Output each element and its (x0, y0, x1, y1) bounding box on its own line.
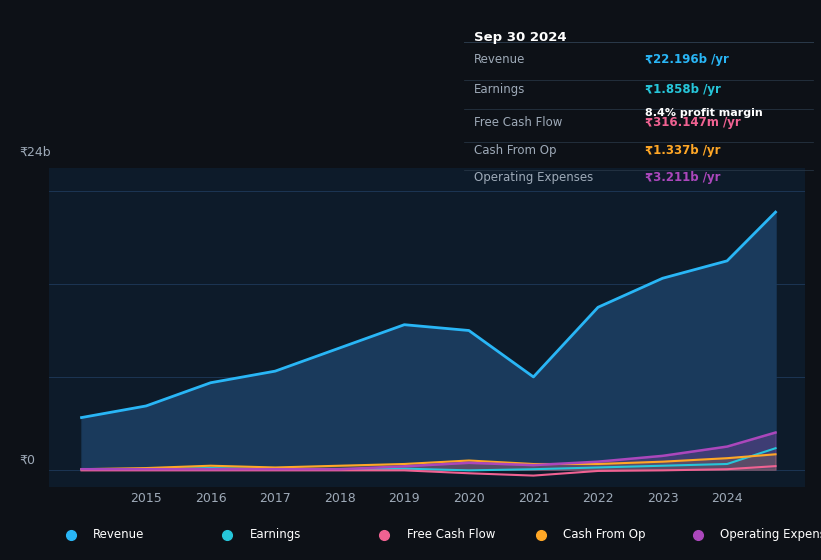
Text: Revenue: Revenue (94, 528, 144, 542)
Text: ₹0: ₹0 (19, 454, 35, 466)
Text: Earnings: Earnings (250, 528, 301, 542)
Text: Operating Expenses: Operating Expenses (475, 171, 594, 184)
Text: ₹22.196b /yr: ₹22.196b /yr (645, 53, 729, 67)
Text: ₹24b: ₹24b (19, 146, 51, 158)
Text: 8.4% profit margin: 8.4% profit margin (645, 108, 763, 118)
Text: ₹316.147m /yr: ₹316.147m /yr (645, 116, 741, 129)
Text: Free Cash Flow: Free Cash Flow (406, 528, 495, 542)
Text: ₹3.211b /yr: ₹3.211b /yr (645, 171, 721, 184)
Text: Cash From Op: Cash From Op (475, 143, 557, 157)
Text: Sep 30 2024: Sep 30 2024 (475, 31, 567, 44)
Text: ₹1.858b /yr: ₹1.858b /yr (645, 83, 721, 96)
Text: Operating Expenses: Operating Expenses (720, 528, 821, 542)
Text: Cash From Op: Cash From Op (563, 528, 646, 542)
Text: Revenue: Revenue (475, 53, 525, 67)
Text: Earnings: Earnings (475, 83, 525, 96)
Text: ₹1.337b /yr: ₹1.337b /yr (645, 143, 721, 157)
Text: Free Cash Flow: Free Cash Flow (475, 116, 562, 129)
